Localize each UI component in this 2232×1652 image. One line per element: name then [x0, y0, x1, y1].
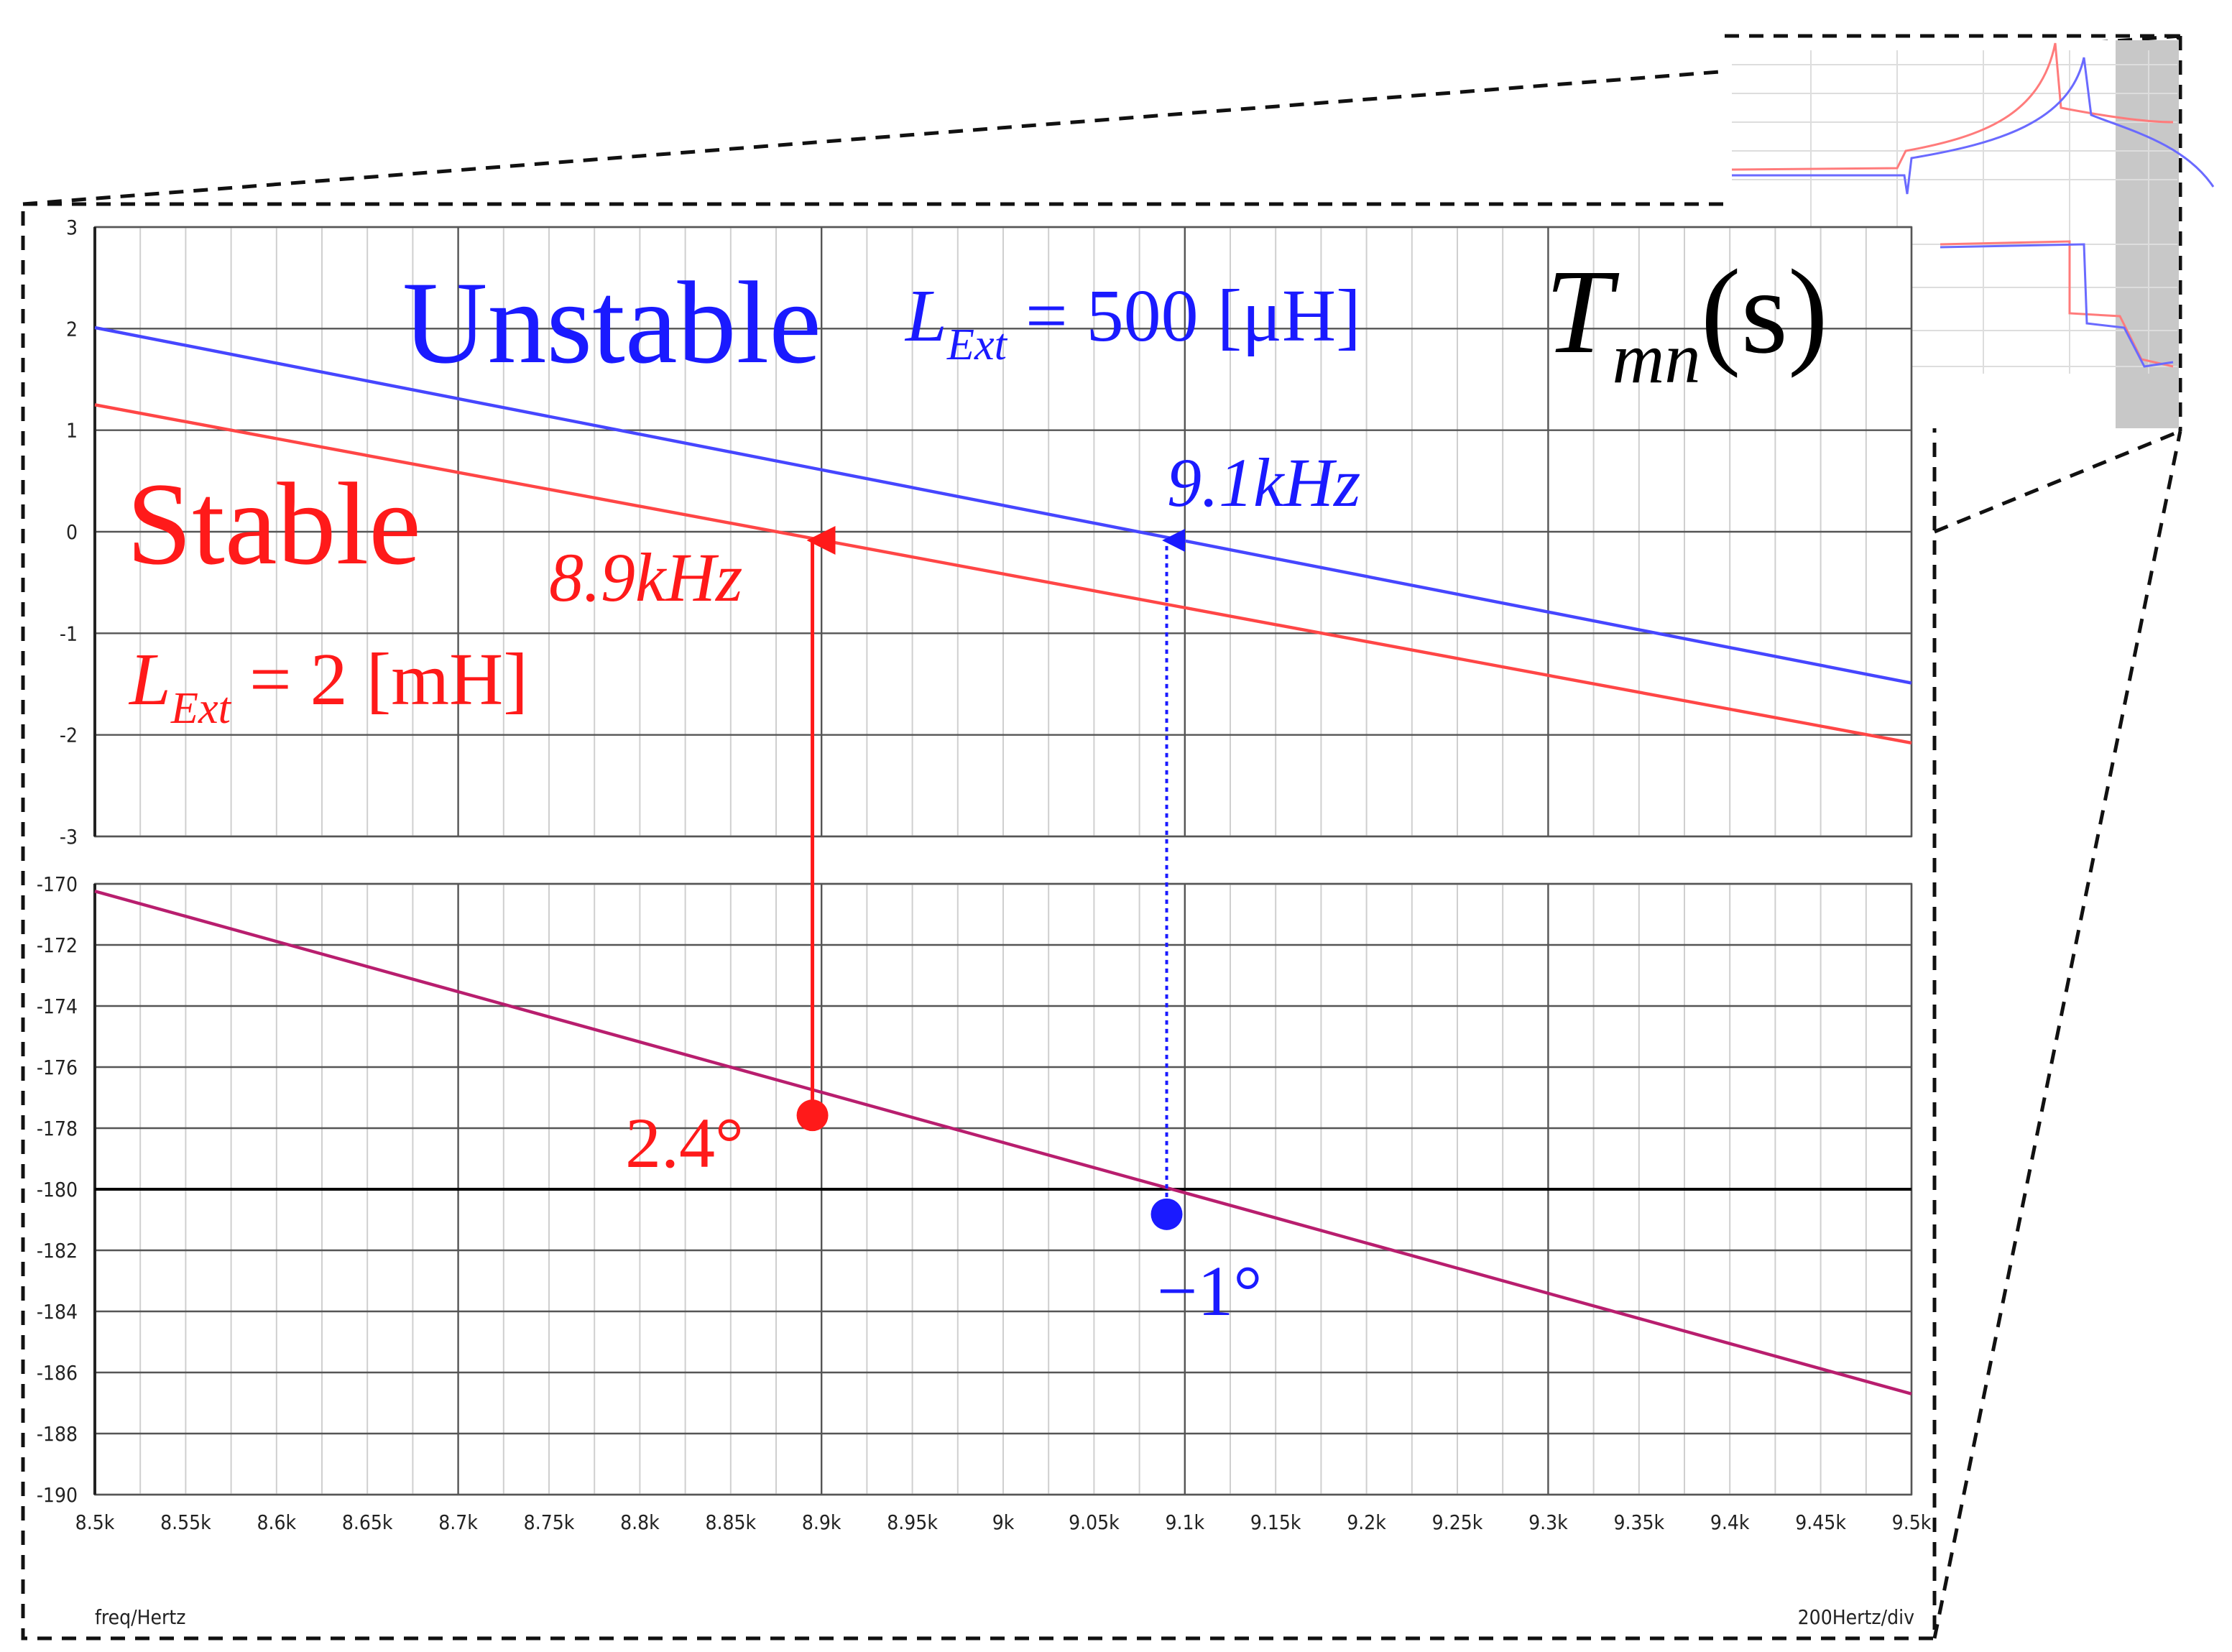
annotation-sub: mn	[1612, 318, 1700, 398]
y-tick-label: -1	[60, 622, 78, 645]
x-tick-label: 9k	[992, 1510, 1015, 1534]
y-tick-label: 1	[66, 419, 78, 443]
zoom-line	[1934, 429, 2181, 534]
y-tick-label: 2	[66, 317, 78, 341]
annotation-sub: Ext	[170, 683, 232, 733]
x-tick-label: 9.45k	[1795, 1510, 1846, 1534]
marker-point	[1150, 1198, 1183, 1230]
annotation: Unstable	[402, 258, 821, 388]
annotation-rest: = 2 [mH]	[231, 638, 528, 721]
x-axis-label: freq/Hertz	[95, 1605, 185, 1629]
x-tick-label: 9.5k	[1892, 1510, 1932, 1534]
x-tick-label: 8.5k	[75, 1510, 115, 1534]
annotation-main: L	[128, 638, 171, 721]
annotation-main: T	[1545, 245, 1620, 379]
series-line	[94, 326, 1912, 685]
zoom-line	[22, 34, 2181, 206]
y-tick-label: -2	[60, 724, 78, 747]
annotation: 2.4°	[625, 1103, 744, 1183]
marker-point	[796, 1099, 829, 1132]
x-tick-label: 9.35k	[1613, 1510, 1664, 1534]
y-tick-label: 0	[66, 520, 78, 544]
x-tick-label: 9.1k	[1165, 1510, 1204, 1534]
x-tick-label: 8.85k	[705, 1510, 756, 1534]
x-tick-label: 8.8k	[620, 1510, 660, 1534]
x-tick-label: 9.05k	[1069, 1510, 1120, 1534]
x-tick-label: 9.4k	[1710, 1510, 1750, 1534]
annotation-sub: Ext	[946, 320, 1008, 369]
inset-highlight	[2116, 40, 2179, 428]
series-line	[94, 403, 1912, 745]
x-tick-label: 8.65k	[342, 1510, 393, 1534]
y-tick-label: -172	[37, 933, 78, 957]
annotation: LExt = 500 [μH]	[904, 274, 1361, 369]
x-tick-label: 8.75k	[524, 1510, 575, 1534]
x-tick-label: 8.55k	[160, 1510, 211, 1534]
plot: -3 -2 -1 0 1 2 3 -190 -188 -186 -184 -182 -180 -178 -1…	[37, 216, 1932, 1629]
y-tick-label: -170	[37, 872, 78, 896]
x-tick-label: 8.9k	[802, 1510, 841, 1534]
y-tick-label: -190	[37, 1483, 78, 1507]
inset-curve	[1732, 57, 2215, 195]
y-tick-label: 3	[66, 216, 78, 239]
y-tick-label: -180	[37, 1178, 78, 1201]
y-tick-label: -188	[37, 1422, 78, 1446]
series-line	[94, 890, 1912, 1395]
x-tick-label: 8.6k	[257, 1510, 296, 1534]
annotation: LExt = 2 [mH]	[128, 638, 528, 733]
annotation: 9.1kHz	[1167, 444, 1360, 521]
y-tick-label: -186	[37, 1361, 78, 1385]
annotation: Stable	[126, 459, 421, 589]
y-tick-label: -182	[37, 1239, 78, 1263]
zoom-frame	[21, 34, 2182, 1641]
inset-curve	[1940, 243, 2174, 368]
annotation: 8.9kHz	[549, 539, 742, 616]
annotation-rest: (s)	[1701, 245, 1828, 379]
x-tick-label: 9.3k	[1528, 1510, 1568, 1534]
x-tick-label: 8.7k	[438, 1510, 478, 1534]
annotation: Tmn(s)	[1545, 245, 1828, 398]
x-tick-label: 9.15k	[1250, 1510, 1301, 1534]
inset-curve	[1940, 240, 2174, 368]
y-tick-label: -184	[37, 1300, 78, 1324]
x-tick-label: 9.2k	[1347, 1510, 1386, 1534]
y-tick-label: -3	[60, 825, 78, 849]
annotation-rest: = 500 [μH]	[1007, 274, 1361, 357]
zoom-line	[1932, 430, 2182, 1639]
x-tick-label: 8.95k	[887, 1510, 938, 1534]
zoom-box	[21, 202, 1937, 1641]
annotation-main: L	[904, 274, 947, 357]
inset-curve	[1731, 42, 2174, 171]
y-tick-label: -178	[37, 1117, 78, 1140]
scale-note: 200Hertz/div	[1798, 1605, 1914, 1629]
annotation: −1°	[1157, 1251, 1262, 1331]
y-tick-label: -176	[37, 1056, 78, 1079]
y-tick-label: -174	[37, 995, 78, 1018]
x-tick-label: 9.25k	[1432, 1510, 1483, 1534]
